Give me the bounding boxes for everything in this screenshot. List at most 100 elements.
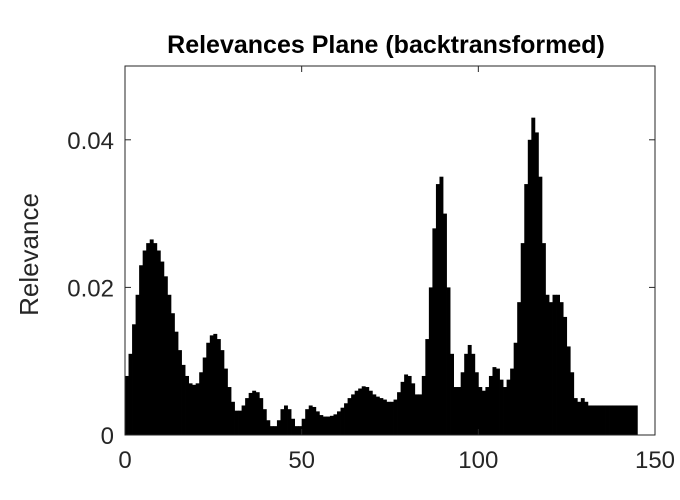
bar: [241, 405, 246, 435]
bar: [616, 405, 621, 435]
bar: [510, 368, 515, 435]
bar: [503, 387, 507, 435]
bar: [527, 139, 532, 436]
bar: [488, 375, 493, 435]
bar: [234, 410, 239, 435]
bar: [598, 405, 603, 435]
bar: [520, 243, 525, 435]
bar: [185, 375, 189, 435]
y-tick-label: 0: [101, 423, 114, 450]
bar: [386, 401, 391, 435]
bar: [287, 409, 292, 435]
bar: [605, 405, 610, 435]
bar: [432, 228, 437, 435]
bar: [492, 367, 497, 435]
bar: [559, 302, 564, 435]
bar: [499, 379, 504, 435]
x-axis: 0 50 100 150: [118, 66, 675, 474]
bar: [513, 342, 518, 435]
bar: [322, 416, 327, 435]
bar: [563, 316, 568, 435]
plot-frame: [124, 65, 656, 436]
bar: [128, 353, 133, 435]
bar: [538, 176, 543, 435]
bar: [259, 398, 264, 435]
bar: [146, 243, 151, 435]
bar: [354, 390, 359, 435]
bar: [506, 379, 511, 435]
bar: [365, 387, 370, 435]
bar: [573, 398, 578, 435]
bar: [319, 415, 324, 435]
bar: [347, 398, 352, 435]
bar: [351, 394, 356, 435]
bar: [570, 372, 575, 435]
bar: [139, 265, 144, 435]
bar: [393, 399, 398, 435]
bar: [418, 394, 423, 435]
bar: [541, 243, 546, 435]
bar: [626, 405, 631, 435]
bar: [577, 401, 582, 435]
bar: [453, 387, 458, 435]
bar: [135, 294, 140, 435]
bar: [298, 426, 303, 435]
y-axis: 0 0.02 0.04: [67, 128, 655, 450]
bar: [192, 384, 197, 435]
bar: [407, 375, 412, 435]
bar: [584, 401, 589, 435]
x-tick-label: 100: [458, 447, 498, 474]
bar: [167, 294, 172, 435]
x-tick-label: 150: [635, 447, 675, 474]
bar: [206, 342, 211, 435]
bar: [602, 405, 606, 435]
bar: [517, 302, 522, 435]
bar: [284, 405, 288, 435]
x-tick-label: 0: [118, 447, 131, 474]
bar: [435, 184, 440, 435]
bar: [580, 398, 585, 435]
bar: [216, 339, 221, 435]
bar: [609, 405, 613, 435]
bar: [587, 405, 592, 435]
bar: [149, 239, 154, 435]
bar: [245, 398, 250, 435]
bar: [375, 396, 380, 435]
bar: [443, 213, 447, 435]
bar: [368, 390, 373, 435]
bar: [160, 261, 165, 435]
bar: [591, 405, 596, 435]
bar: [202, 357, 207, 435]
bar: [623, 405, 628, 435]
bar: [450, 353, 454, 435]
bar: [170, 313, 175, 435]
bar: [276, 420, 281, 435]
bars-group: [125, 117, 638, 436]
bar: [612, 405, 617, 435]
bar: [199, 372, 204, 435]
bar: [315, 411, 320, 435]
bar: [382, 399, 387, 435]
bar: [545, 294, 550, 435]
bar: [273, 426, 278, 435]
bar: [238, 410, 242, 435]
bar: [361, 386, 366, 435]
bar: [174, 331, 179, 435]
bar: [329, 415, 334, 435]
bar: [333, 414, 338, 435]
bar: [379, 398, 384, 435]
bar: [252, 390, 257, 435]
bar: [524, 184, 529, 435]
y-tick-label: 0.02: [67, 275, 114, 302]
bar: [209, 335, 214, 435]
y-axis-label: Relevance: [14, 193, 44, 316]
bar: [549, 302, 553, 435]
bar: [220, 350, 225, 435]
bar: [163, 276, 168, 435]
bar: [619, 405, 624, 435]
bar: [291, 418, 295, 435]
bar: [566, 346, 571, 435]
bar: [481, 390, 486, 435]
bar: [478, 387, 483, 435]
